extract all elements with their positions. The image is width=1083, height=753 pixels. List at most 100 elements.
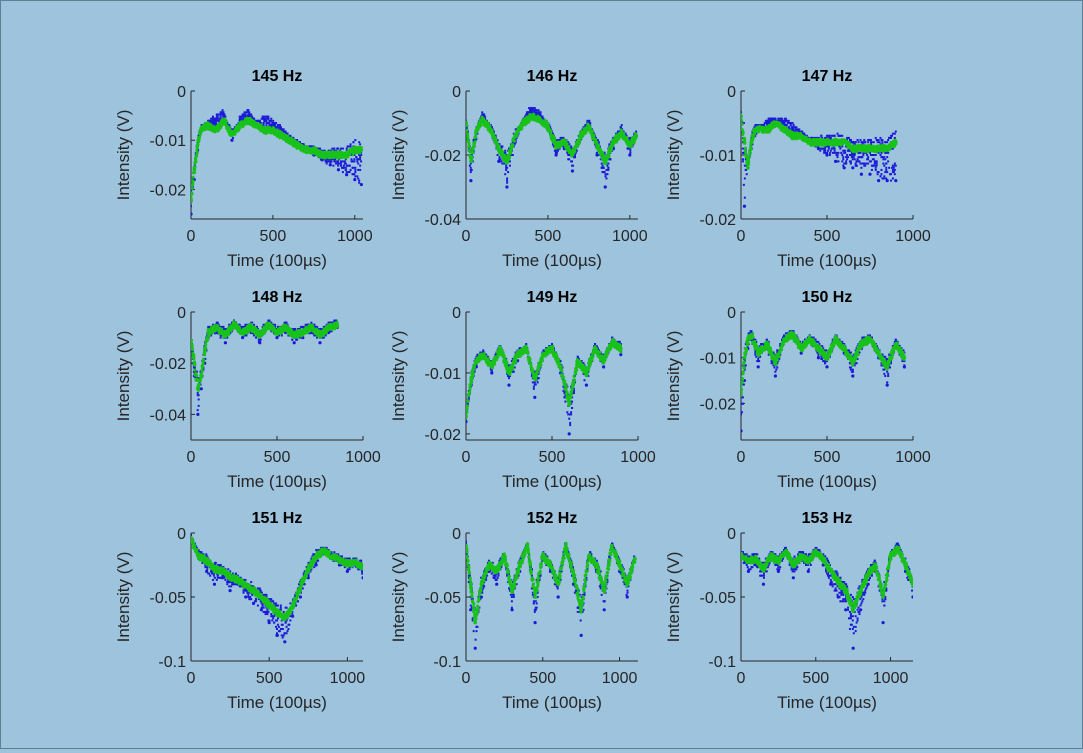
raw-point (894, 169, 896, 171)
x-axis-label: Time (100µs) (502, 251, 602, 270)
raw-point (894, 163, 896, 165)
raw-point (774, 118, 776, 120)
smoothed-point (530, 115, 534, 119)
raw-point (795, 126, 797, 128)
raw-point (275, 122, 277, 124)
raw-point (604, 171, 606, 173)
smoothed-point (198, 135, 201, 138)
smoothed-point (512, 143, 515, 146)
raw-point (887, 160, 889, 162)
raw-point (883, 165, 885, 167)
raw-point (870, 139, 872, 141)
raw-point (251, 116, 253, 118)
raw-point (358, 141, 360, 143)
raw-point (338, 163, 340, 165)
smoothed-point (610, 148, 613, 151)
raw-point (881, 141, 883, 143)
smoothed-point (522, 121, 526, 125)
raw-point (342, 148, 344, 150)
raw-point (890, 137, 892, 139)
smoothed-point (320, 153, 324, 157)
raw-point (506, 167, 508, 169)
raw-point (824, 150, 826, 152)
raw-point (332, 165, 334, 167)
smoothed-point (744, 150, 747, 153)
raw-point (319, 148, 321, 150)
raw-point (890, 180, 892, 182)
raw-point (822, 148, 824, 150)
smoothed-point (230, 134, 234, 138)
raw-point (861, 156, 863, 158)
smoothed-point (263, 129, 267, 133)
raw-point (218, 120, 220, 122)
raw-point (212, 116, 214, 118)
smoothed-point (571, 153, 575, 157)
raw-point (839, 148, 841, 150)
raw-point (885, 167, 887, 169)
raw-point (360, 183, 363, 186)
smoothed-point (296, 143, 300, 147)
raw-point (882, 163, 884, 165)
raw-point (212, 122, 214, 124)
raw-point (850, 160, 852, 162)
raw-point (280, 126, 282, 128)
raw-point (353, 160, 355, 162)
raw-point (536, 109, 538, 111)
raw-point (837, 154, 839, 156)
raw-point (506, 180, 508, 182)
raw-point (509, 165, 511, 167)
y-axis-label: Intensity (V) (114, 331, 133, 422)
raw-point (867, 158, 869, 160)
raw-point (881, 139, 883, 141)
smoothed-point (195, 154, 198, 157)
raw-point (359, 143, 361, 145)
subplot-title: 146 Hz (527, 68, 578, 85)
raw-point (335, 163, 337, 165)
raw-point (353, 173, 355, 175)
raw-point (329, 160, 331, 162)
smoothed-point (479, 124, 482, 127)
smoothed-point (749, 145, 752, 148)
raw-point (340, 165, 342, 167)
raw-point (605, 175, 607, 177)
x-tick-label: 500 (264, 449, 291, 466)
smoothed-point (860, 147, 864, 151)
raw-point (197, 409, 199, 411)
raw-point (880, 152, 882, 154)
smoothed-point (192, 176, 195, 179)
raw-point (357, 163, 359, 165)
raw-point (841, 154, 843, 156)
raw-point (572, 165, 574, 167)
raw-point (263, 122, 265, 124)
smoothed-point (796, 132, 799, 135)
smoothed-point (472, 145, 475, 148)
raw-point (340, 160, 342, 162)
raw-point (248, 111, 250, 113)
raw-point (268, 122, 270, 124)
smoothed-point (587, 124, 591, 128)
raw-point (220, 116, 222, 118)
raw-point (221, 111, 223, 113)
smoothed-point (767, 128, 771, 132)
raw-point (894, 137, 896, 139)
raw-point (326, 163, 328, 165)
raw-point (209, 120, 211, 122)
smoothed-point (497, 147, 501, 151)
raw-point (893, 165, 895, 167)
raw-point (469, 179, 472, 182)
y-tick-label: -0.01 (700, 148, 737, 165)
raw-point (629, 150, 631, 152)
smoothed-point (791, 134, 795, 138)
smoothed-point (481, 118, 485, 122)
raw-point (270, 118, 272, 120)
raw-point (860, 167, 862, 169)
subplot-title: 145 Hz (252, 68, 303, 85)
raw-point (244, 113, 246, 115)
smoothed-point (497, 144, 500, 147)
y-tick-label: -0.04 (150, 407, 187, 424)
raw-point (289, 135, 291, 137)
raw-point (846, 137, 848, 139)
raw-point (586, 120, 588, 122)
smoothed-point (206, 124, 210, 128)
